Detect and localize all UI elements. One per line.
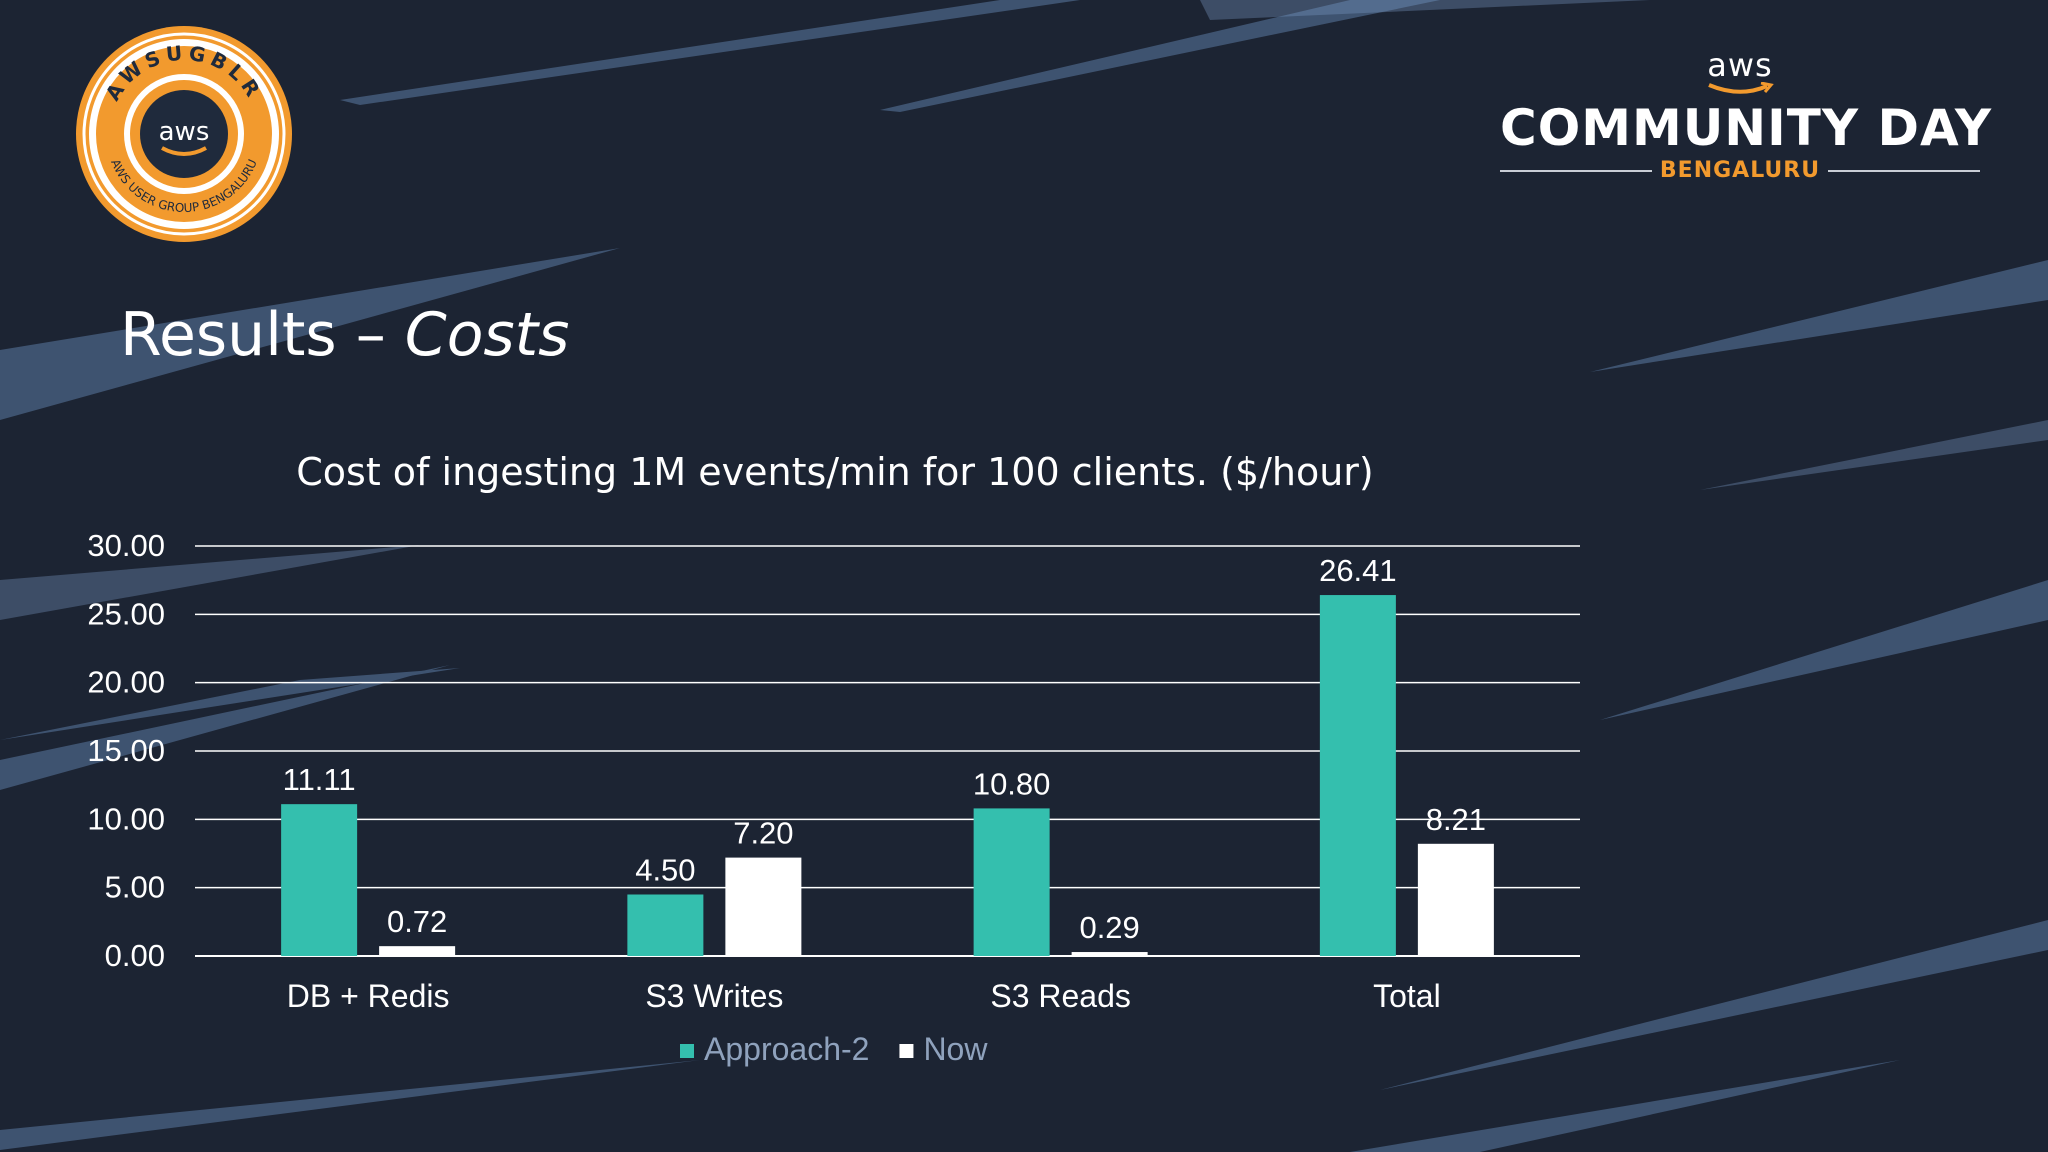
y-tick-label: 30.00 <box>87 528 165 563</box>
bar-now-1 <box>725 857 802 956</box>
x-axis-categories: DB + Redis S3 Writes S3 Reads Total <box>287 978 1441 1014</box>
x-category-label: S3 Writes <box>645 978 783 1014</box>
y-tick-label: 25.00 <box>87 596 165 631</box>
badge-graphic: AWSUGBLR AWS USER GROUP BENGALURU aws <box>76 26 292 242</box>
data-label: 26.41 <box>1319 553 1397 588</box>
y-axis-ticks: 0.00 5.00 10.00 15.00 20.00 25.00 30.00 <box>87 528 165 973</box>
brand-subtitle-row: BENGALURU <box>1500 158 1981 183</box>
legend-swatch <box>680 1044 694 1058</box>
community-day-logo: aws COMMUNITY DAY BENGALURU <box>1500 46 1993 188</box>
aws-user-group-badge: AWSUGBLR AWS USER GROUP BENGALURU aws <box>72 22 296 246</box>
data-label: 8.21 <box>1426 802 1486 837</box>
y-tick-label: 15.00 <box>87 733 165 768</box>
data-label: 11.11 <box>283 762 356 797</box>
brand-subtitle: BENGALURU <box>1659 158 1821 183</box>
y-tick-label: 10.00 <box>87 801 165 836</box>
bar-approach-2-1 <box>627 894 704 956</box>
y-tick-label: 20.00 <box>87 665 165 700</box>
chart-title: Cost of ingesting 1M events/min for 100 … <box>296 450 1374 494</box>
slide-title: Results – Costs <box>120 300 569 370</box>
slide-title-emphasis: Costs <box>404 300 570 370</box>
bar-approach-2-2 <box>973 808 1050 956</box>
aws-smile-icon <box>1708 82 1774 94</box>
x-category-label: S3 Reads <box>990 978 1131 1014</box>
data-label: 10.80 <box>973 766 1051 801</box>
legend-label: Now <box>923 1031 988 1067</box>
data-labels: 11.11 0.72 4.50 7.20 10.80 0.29 26.41 8.21 <box>283 553 1486 945</box>
slide-title-main: Results – <box>120 300 405 370</box>
brand-divider-right <box>1828 169 1981 172</box>
cost-bar-chart: Cost of ingesting 1M events/min for 100 … <box>87 450 1580 1067</box>
badge-aws-text: aws <box>159 117 210 147</box>
x-category-label: Total <box>1373 978 1441 1014</box>
brand-aws-text: aws <box>1707 46 1773 84</box>
bar-now-0 <box>379 946 456 956</box>
chart-legend: Approach-2 Now <box>680 1031 988 1067</box>
data-label: 4.50 <box>635 853 695 888</box>
data-label: 0.29 <box>1079 910 1139 945</box>
bar-now-3 <box>1417 843 1494 956</box>
brand-divider-left <box>1500 169 1652 172</box>
x-category-label: DB + Redis <box>287 978 450 1014</box>
data-label: 7.20 <box>733 816 793 851</box>
bar-approach-2-0 <box>281 804 358 956</box>
bar-approach-2-3 <box>1319 595 1396 956</box>
y-tick-label: 0.00 <box>105 938 165 973</box>
chart-bars <box>281 595 1494 956</box>
legend-label: Approach-2 <box>704 1031 869 1067</box>
legend-swatch <box>899 1044 914 1058</box>
bar-now-2 <box>1071 952 1148 956</box>
data-label: 0.72 <box>387 904 447 939</box>
y-tick-label: 5.00 <box>105 870 165 905</box>
brand-title: COMMUNITY DAY <box>1500 99 1993 157</box>
